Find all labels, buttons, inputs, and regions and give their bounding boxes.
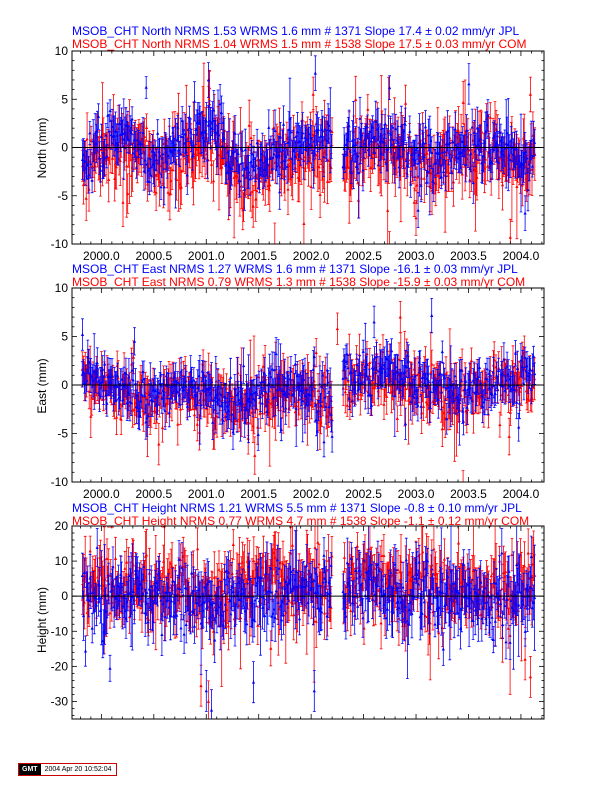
y-tick-label: -10 [51,475,69,489]
height-title-com: MSOB_CHT Height NRMS 0.77 WRMS 4.7 mm # … [72,514,529,528]
series-jpl [80,526,537,719]
north-title-com: MSOB_CHT North NRMS 1.04 WRMS 1.5 mm # 1… [72,37,527,51]
x-tick-label: 2002.0 [293,487,330,501]
gmt-timestamp-stamp: GMT 2004 Apr 20 10:52:04 [18,763,117,776]
x-tick-label: 2000.0 [83,249,120,263]
x-tick-label: 2000.5 [135,249,172,263]
y-tick-label: 5 [61,330,68,344]
data-layer [80,288,537,482]
data-layer [80,55,537,244]
x-tick-label: 2001.5 [240,487,277,501]
gmt-logo: GMT [19,764,41,775]
height-plot-area: -30 -20 -10 0 10 20 [51,519,545,720]
markers-jpl [80,545,537,712]
y-tick-label: 0 [61,378,68,392]
height-y-axis-label: Height (mm) [35,587,49,653]
plot-frame [71,525,545,720]
east-title-com: MSOB_CHT East NRMS 0.79 WRMS 1.3 mm # 15… [72,275,525,289]
x-tick-label: 2003.5 [450,487,487,501]
east-title-jpl: MSOB_CHT East NRMS 1.27 WRMS 1.6 mm # 13… [72,262,518,276]
y-tick-label: 0 [61,589,68,603]
y-tick-label: 0 [61,141,68,155]
x-tick-label: 2002.0 [293,249,330,263]
markers-jpl [80,71,537,215]
plot-timestamp: 2004 Apr 20 10:52:04 [40,764,116,775]
north-title-jpl: MSOB_CHT North NRMS 1.53 WRMS 1.6 mm # 1… [72,24,520,38]
y-tick-label: 20 [55,519,69,533]
series-jpl [80,55,537,231]
x-tick-label: 2004.0 [503,487,540,501]
east-panel: MSOB_CHT East NRMS 1.27 WRMS 1.6 mm # 13… [35,262,545,501]
east-y-axis-label: East (mm) [35,358,49,413]
y-tick-label: -20 [51,659,69,673]
y-tick-label: -5 [57,427,68,441]
x-tick-label: 2003.5 [450,249,487,263]
y-tick-label: 10 [55,554,69,568]
x-tick-label: 2003.0 [398,249,435,263]
north-panel: MSOB_CHT North NRMS 1.53 WRMS 1.6 mm # 1… [35,24,545,263]
x-tick-label: 2001.5 [240,249,277,263]
y-tick-label: -10 [51,624,69,638]
height-panel: MSOB_CHT Height NRMS 1.21 WRMS 5.5 mm # … [35,501,545,720]
data-layer [80,526,537,719]
height-title-jpl: MSOB_CHT Height NRMS 1.21 WRMS 5.5 mm # … [72,501,522,515]
markers-jpl [80,313,537,444]
y-tick-label: -10 [51,237,69,251]
x-tick-label: 2000.0 [83,487,120,501]
y-tick-label: 5 [61,92,68,106]
x-tick-label: 2001.0 [188,487,225,501]
x-tick-label: 2002.5 [345,249,382,263]
y-tick-label: 10 [55,281,69,295]
y-tick-label: -30 [51,694,69,708]
y-tick-label: -5 [57,189,68,203]
north-plot-area: -10 -5 0 5 10 2000.0 2000.5 2001.0 2001.5 2002.0 2… [51,44,545,263]
y-tick-label: 10 [55,44,69,58]
x-tick-label: 2001.0 [188,249,225,263]
east-plot-area: -10 -5 0 5 10 2000.0 2000.5 2001.0 2001.5 2002.0 2… [51,281,545,501]
north-y-axis-label: North (mm) [35,118,49,179]
x-tick-label: 2004.0 [503,249,540,263]
x-tick-label: 2000.5 [135,487,172,501]
x-tick-label: 2002.5 [345,487,382,501]
x-tick-label: 2003.0 [398,487,435,501]
